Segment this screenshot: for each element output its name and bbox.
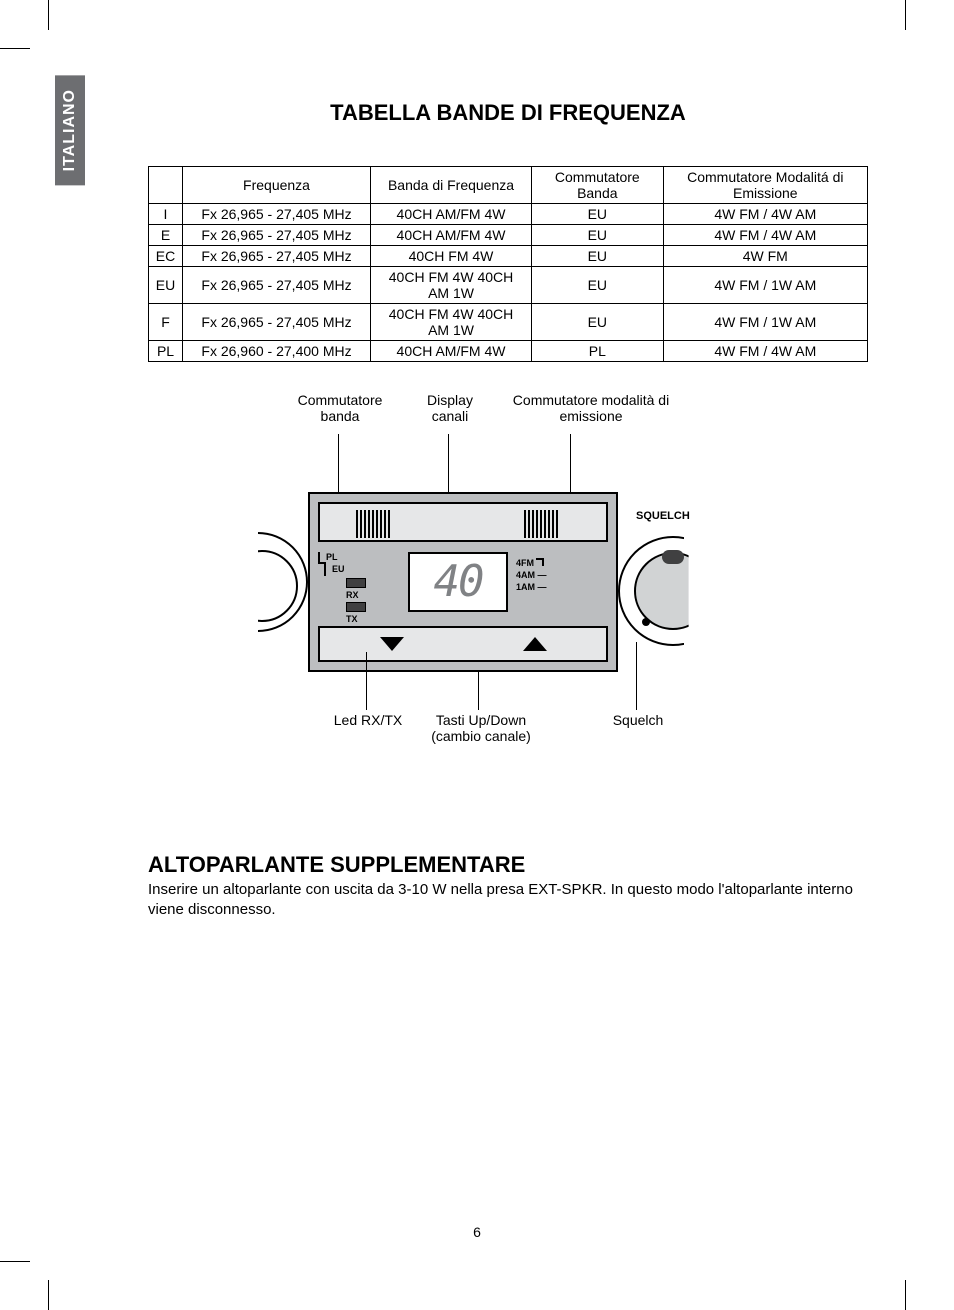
channel-display: 40 [408,552,508,612]
table-cell: EU [149,267,183,304]
th-mode: Commutatore Modalitá di Emissione [663,167,867,204]
table-cell: 4W FM / 4W AM [663,225,867,246]
table-cell: EU [532,267,664,304]
table-row: EFx 26,965 - 27,405 MHz40CH AM/FM 4WEU4W… [149,225,868,246]
label-eu: EU [332,564,345,574]
label-pl: PL [326,552,338,562]
section-speaker-title: ALTOPARLANTE SUPPLEMENTARE [148,852,868,878]
section-speaker-body: Inserire un altoparlante con uscita da 3… [148,880,868,919]
volume-knob-icon [208,532,308,632]
label-channel-display: Display canali [410,392,490,424]
led-tx-icon [346,602,366,612]
table-cell: 40CH AM/FM 4W [371,341,532,362]
up-arrow-icon [523,637,547,651]
page-title: TABELLA BANDE DI FREQUENZA [148,100,868,126]
crop-mark [48,1280,49,1310]
th-code [149,167,183,204]
table-cell: Fx 26,960 - 27,400 MHz [183,341,371,362]
table-cell: 4W FM / 1W AM [663,304,867,341]
band-led-block: PL EU RX TX [318,552,398,624]
label-updown: Tasti Up/Down (cambio canale) [416,712,546,744]
updown-buttons [318,626,608,662]
table-row: PLFx 26,960 - 27,400 MHz40CH AM/FM 4WPL4… [149,341,868,362]
table-cell: 40CH AM/FM 4W [371,204,532,225]
table-cell: 4W FM / 1W AM [663,267,867,304]
table-row: ECFx 26,965 - 27,405 MHz40CH FM 4WEU4W F… [149,246,868,267]
label-4fm: 4FM [516,558,534,568]
th-freq: Frequenza [183,167,371,204]
table-cell: 4W FM / 4W AM [663,341,867,362]
label-squelch: SQUELCH [636,510,690,522]
band-switch-icon [356,510,402,538]
table-cell: Fx 26,965 - 27,405 MHz [183,225,371,246]
panel-top [318,502,608,542]
label-squelch-bottom: Squelch [598,712,678,728]
label-1am: 1AM [516,582,535,592]
th-switch: Commutatore Banda [532,167,664,204]
device-diagram: Commutatore banda Display canali Commuta… [268,392,748,792]
table-cell: EU [532,204,664,225]
label-led-rxtx: Led RX/TX [328,712,408,728]
mode-indicator-block: 4FM 4AM — 1AM — [516,558,547,594]
table-cell: F [149,304,183,341]
table-row: EUFx 26,965 - 27,405 MHz40CH FM 4W 40CH … [149,267,868,304]
label-band-switch: Commutatore banda [280,392,400,424]
leader-line [636,642,637,710]
led-rx-icon [346,578,366,588]
table-cell: EU [532,246,664,267]
table-cell: Fx 26,965 - 27,405 MHz [183,204,371,225]
label-emission-switch: Commutatore modalità di emissione [506,392,676,424]
table-cell: EC [149,246,183,267]
table-row: FFx 26,965 - 27,405 MHz40CH FM 4W 40CH A… [149,304,868,341]
page-number: 6 [0,1224,954,1240]
table-row: IFx 26,965 - 27,405 MHz40CH AM/FM 4WEU4W… [149,204,868,225]
mode-switch-icon [524,510,570,538]
table-cell: 4W FM / 4W AM [663,204,867,225]
label-4am: 4AM [516,570,535,580]
device-panel: PL EU RX TX 40 4FM 4AM — 1AM — [308,492,618,672]
crop-mark [0,48,30,49]
crop-mark [905,0,906,30]
table-cell: 40CH AM/FM 4W [371,225,532,246]
table-cell: Fx 26,965 - 27,405 MHz [183,304,371,341]
leader-line [338,434,339,500]
leader-line [478,672,479,710]
table-cell: EU [532,225,664,246]
table-cell: I [149,204,183,225]
down-arrow-icon [380,637,404,651]
crop-mark [905,1280,906,1310]
table-cell: PL [532,341,664,362]
frequency-table: Frequenza Banda di Frequenza Commutatore… [148,166,868,362]
table-cell: 40CH FM 4W [371,246,532,267]
table-cell: EU [532,304,664,341]
table-cell: Fx 26,965 - 27,405 MHz [183,246,371,267]
table-cell: 40CH FM 4W 40CH AM 1W [371,304,532,341]
table-cell: 4W FM [663,246,867,267]
table-cell: 40CH FM 4W 40CH AM 1W [371,267,532,304]
language-tab: ITALIANO [55,75,85,185]
table-cell: Fx 26,965 - 27,405 MHz [183,267,371,304]
table-cell: E [149,225,183,246]
label-rx: RX [346,590,398,600]
th-band: Banda di Frequenza [371,167,532,204]
crop-mark [0,1261,30,1262]
squelch-knob-icon [618,536,728,646]
crop-mark [48,0,49,30]
leader-line [366,652,367,710]
label-tx: TX [346,614,398,624]
table-cell: PL [149,341,183,362]
